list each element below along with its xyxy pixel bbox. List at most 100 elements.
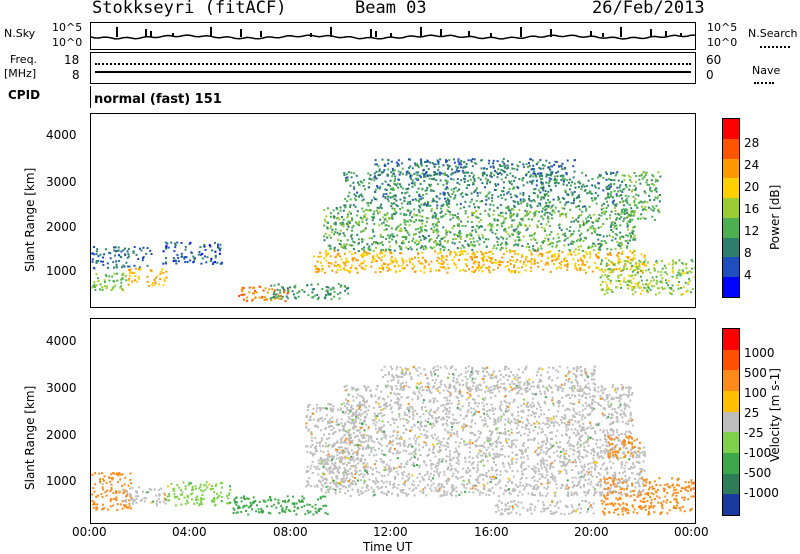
heatmap-cell xyxy=(144,497,147,500)
heatmap-cell xyxy=(633,249,636,252)
heatmap-cell xyxy=(541,473,544,476)
heatmap-cell xyxy=(470,241,473,244)
heatmap-cell xyxy=(432,482,435,485)
heatmap-cell xyxy=(620,466,623,469)
heatmap-cell xyxy=(132,502,134,505)
heatmap-cell xyxy=(487,179,489,182)
heatmap-cell xyxy=(334,256,337,259)
heatmap-cell xyxy=(307,429,310,432)
heatmap-cell xyxy=(344,204,347,207)
heatmap-cell xyxy=(533,215,535,218)
heatmap-cell xyxy=(615,193,618,196)
heatmap-cell xyxy=(502,222,505,225)
heatmap-cell xyxy=(414,164,417,167)
heatmap-cell xyxy=(611,230,614,233)
heatmap-cell xyxy=(213,491,215,494)
heatmap-cell xyxy=(453,262,455,265)
heatmap-cell xyxy=(460,163,463,166)
heatmap-cell xyxy=(449,218,452,221)
heatmap-cell xyxy=(566,263,569,266)
heatmap-cell xyxy=(389,249,392,251)
heatmap-cell xyxy=(555,171,558,174)
heatmap-cell xyxy=(339,407,342,410)
heatmap-cell xyxy=(335,265,338,267)
heatmap-cell xyxy=(680,293,683,296)
heatmap-cell xyxy=(657,171,660,174)
heatmap-cell xyxy=(681,262,684,264)
heatmap-cell xyxy=(220,486,223,489)
heatmap-cell xyxy=(600,261,603,263)
heatmap-cell xyxy=(266,505,268,508)
heatmap-cell xyxy=(418,214,421,217)
heatmap-cell xyxy=(657,208,660,211)
heatmap-cell xyxy=(340,438,343,440)
heatmap-cell xyxy=(153,279,156,281)
heatmap-cell xyxy=(479,473,482,476)
heatmap-cell xyxy=(569,184,572,187)
heatmap-cell xyxy=(649,186,652,189)
heatmap-cell xyxy=(582,254,585,257)
heatmap-cell xyxy=(372,490,375,493)
heatmap-cell xyxy=(372,230,375,233)
heatmap-cell xyxy=(568,181,570,184)
heatmap-cell xyxy=(347,220,350,223)
heatmap-cell xyxy=(339,481,342,484)
heatmap-cell xyxy=(499,261,502,264)
heatmap-cell xyxy=(500,222,503,225)
heatmap-cell xyxy=(545,487,548,490)
heatmap-cell xyxy=(458,250,461,253)
heatmap-cell xyxy=(473,191,476,194)
heatmap-cell xyxy=(545,159,548,162)
heatmap-cell xyxy=(148,284,151,287)
heatmap-cell xyxy=(407,248,410,250)
heatmap-cell xyxy=(420,203,423,206)
heatmap-cell xyxy=(342,262,345,265)
heatmap-cell xyxy=(453,451,456,454)
heatmap-cell xyxy=(579,445,582,448)
heatmap-cell xyxy=(493,188,496,191)
heatmap-cell xyxy=(452,485,455,488)
heatmap-cell xyxy=(396,162,399,165)
heatmap-cell xyxy=(273,297,276,300)
heatmap-cell xyxy=(391,187,394,190)
heatmap-cell xyxy=(115,496,118,499)
heatmap-cell xyxy=(419,490,422,493)
heatmap-cell xyxy=(111,288,114,290)
heatmap-cell xyxy=(492,204,495,207)
heatmap-cell xyxy=(399,223,402,226)
heatmap-cell xyxy=(351,226,354,229)
heatmap-cell xyxy=(534,211,537,214)
heatmap-cell xyxy=(226,494,229,497)
heatmap-cell xyxy=(641,490,644,493)
heatmap-cell xyxy=(438,197,441,200)
heatmap-cell xyxy=(654,218,657,221)
heatmap-cell xyxy=(622,451,625,454)
heatmap-cell xyxy=(452,178,455,181)
heatmap-cell xyxy=(611,239,614,242)
heatmap-cell xyxy=(486,182,489,185)
heatmap-cell xyxy=(415,171,418,174)
heatmap-cell xyxy=(303,290,306,293)
heatmap-cell xyxy=(128,502,131,505)
heatmap-cell xyxy=(561,251,564,254)
heatmap-cell xyxy=(317,255,320,258)
heatmap-cell xyxy=(554,182,556,185)
heatmap-cell xyxy=(344,247,347,250)
heatmap-cell xyxy=(516,201,519,204)
heatmap-cell xyxy=(96,494,99,497)
heatmap-cell xyxy=(311,471,314,474)
heatmap-cell xyxy=(95,496,98,499)
heatmap-cell xyxy=(314,485,316,488)
heatmap-cell xyxy=(622,268,625,270)
heatmap-cell xyxy=(551,245,554,248)
heatmap-cell xyxy=(476,240,479,243)
heatmap-cell xyxy=(559,175,562,177)
heatmap-cell xyxy=(438,446,441,448)
heatmap-cell xyxy=(624,475,627,478)
heatmap-cell xyxy=(646,289,649,292)
heatmap-cell xyxy=(333,216,336,219)
heatmap-cell xyxy=(629,176,632,179)
heatmap-cell xyxy=(318,417,321,420)
heatmap-cell xyxy=(400,490,403,493)
heatmap-cell xyxy=(430,183,432,186)
